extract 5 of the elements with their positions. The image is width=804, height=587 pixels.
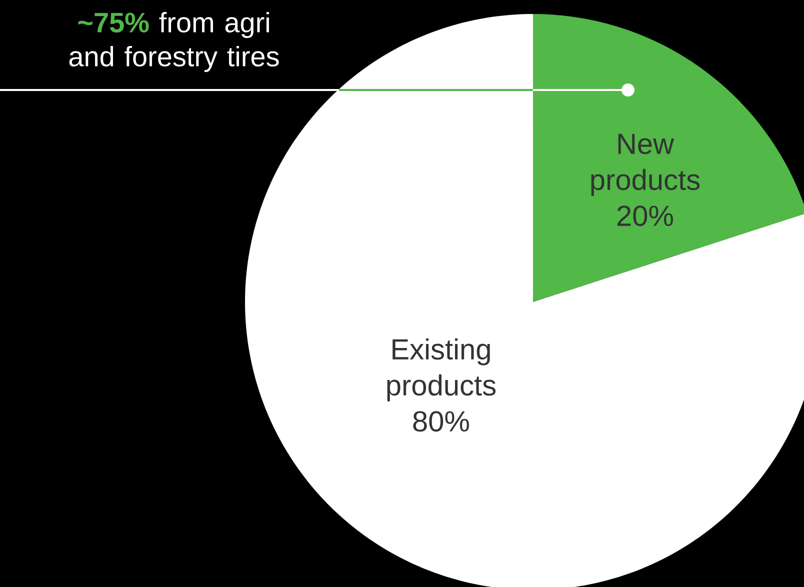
slice-label: New products (591, 134, 700, 196)
text: ~75% from agri and forestry tires (69, 12, 279, 72)
data-label: 80% (413, 411, 469, 432)
slice-label: Existing products (387, 338, 496, 402)
data-label: 20% (617, 206, 673, 226)
